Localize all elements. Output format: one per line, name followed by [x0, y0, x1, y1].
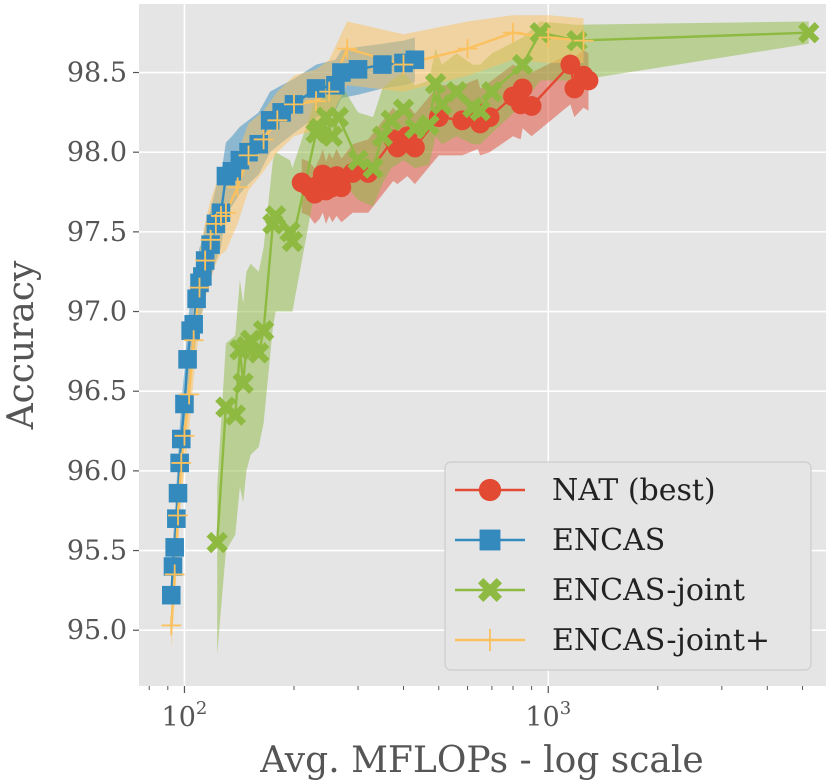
point-encas-joint: [253, 129, 274, 150]
legend-marker-encas-joint: [478, 628, 502, 652]
y-axis-title: Accuracy: [1, 260, 42, 430]
y-tick-label: 95.0: [67, 615, 127, 646]
point-nat-best: [521, 96, 542, 116]
y-tick-label: 97.0: [67, 297, 127, 328]
point-encas-joint: [321, 125, 344, 147]
point-encas-joint: [179, 384, 200, 405]
point-encas-joint: [503, 22, 523, 43]
point-nat-best: [342, 162, 363, 183]
point-encas: [332, 63, 351, 82]
point-encas: [405, 50, 425, 70]
point-encas-joint: [424, 72, 447, 95]
point-encas-joint: [171, 452, 192, 473]
point-encas-joint: [161, 615, 182, 636]
point-encas-joint: [573, 30, 594, 51]
point-encas-joint: [404, 117, 426, 139]
point-nat-best: [578, 70, 599, 91]
legend: NAT (best) ENCAS ENCAS-joint ENCAS-joint+: [444, 461, 812, 671]
point-encas: [184, 315, 203, 334]
point-encas-joint: [371, 125, 394, 147]
point-encas: [348, 60, 368, 79]
point-encas-joint: [206, 531, 228, 554]
y-tick-label: 97.5: [67, 217, 127, 248]
legend-marker-encas: [479, 529, 501, 551]
legend-box: [444, 461, 812, 671]
point-encas-joint: [327, 106, 350, 128]
point-encas-joint: [306, 91, 326, 112]
x-axis-title: Avg. MFLOPs - log scale: [259, 740, 703, 781]
point-encas-joint: [195, 250, 216, 271]
point-encas: [167, 509, 186, 528]
point-encas-joint: [164, 564, 185, 585]
y-tick-label: 98.0: [67, 137, 127, 168]
point-encas-joint: [281, 230, 304, 253]
y-tick-label: 95.5: [67, 536, 127, 567]
point-encas-joint: [319, 81, 340, 102]
point-nat-best: [404, 137, 425, 158]
point-encas-joint: [264, 205, 287, 227]
point-encas: [171, 429, 191, 449]
point-encas-joint: [248, 342, 270, 364]
legend-label-nat-best: NAT (best): [552, 473, 716, 508]
point-encas-joint: [189, 277, 210, 298]
point-encas-joint: [392, 98, 415, 120]
point-encas-joint: [284, 94, 304, 115]
point-encas: [163, 557, 183, 576]
point-encas-joint: [224, 404, 247, 426]
point-encas-joint: [511, 53, 534, 76]
point-encas-joint: [445, 80, 468, 103]
point-encas-joint: [174, 425, 195, 446]
point-encas-joint: [457, 38, 478, 59]
point-encas-joint: [238, 145, 259, 166]
legend-label-encas-joint: ENCAS-joint: [552, 573, 745, 608]
series-markers: [161, 21, 820, 636]
point-encas-joint: [538, 27, 559, 48]
point-encas-joint: [232, 372, 254, 394]
point-encas-joint: [227, 177, 248, 198]
point-encas: [373, 55, 392, 74]
point-encas-joint: [393, 54, 414, 75]
point-encas: [165, 538, 184, 557]
point-encas: [306, 79, 326, 98]
point-encas-joint: [469, 100, 491, 122]
legend-label-encas-joint: ENCAS-joint+: [552, 623, 770, 658]
y-tick-label: 98.5: [67, 58, 127, 89]
point-encas-joint: [211, 206, 231, 226]
point-nat-best: [560, 54, 581, 75]
point-encas-joint: [252, 319, 275, 342]
legend-marker-nat-best: [478, 478, 502, 502]
point-encas-joint: [168, 505, 188, 526]
point-encas: [178, 350, 197, 369]
axis-ticks: 95.0 95.5 96.0 96.5 97.0 97.5 98.0 98.5 102 103: [67, 58, 804, 733]
point-nat-best: [512, 78, 533, 99]
point-encas-joint: [337, 38, 358, 59]
legend-label-encas: ENCAS: [552, 523, 665, 558]
legend-marker-encas-joint: [477, 577, 503, 603]
point-encas-joint: [418, 114, 440, 136]
point-encas: [161, 585, 181, 605]
point-encas-joint: [347, 149, 369, 171]
point-encas-joint: [205, 213, 226, 234]
point-encas: [193, 267, 212, 286]
point-encas-joint: [362, 157, 384, 179]
point-encas-joint: [215, 202, 236, 223]
point-encas-joint: [798, 21, 820, 44]
point-encas: [175, 394, 194, 414]
x-tick-label: 103: [525, 698, 571, 733]
point-nat-best: [331, 177, 352, 198]
y-tick-label: 96.0: [67, 456, 127, 487]
point-encas-joint: [267, 110, 288, 131]
point-encas: [187, 289, 206, 309]
point-encas: [249, 134, 268, 154]
point-encas: [168, 483, 188, 503]
point-encas-joint: [183, 330, 204, 351]
point-encas-joint: [481, 80, 503, 103]
y-tick-label: 96.5: [67, 376, 127, 407]
x-tick-label: 102: [162, 698, 208, 733]
point-encas-joint: [200, 229, 221, 250]
